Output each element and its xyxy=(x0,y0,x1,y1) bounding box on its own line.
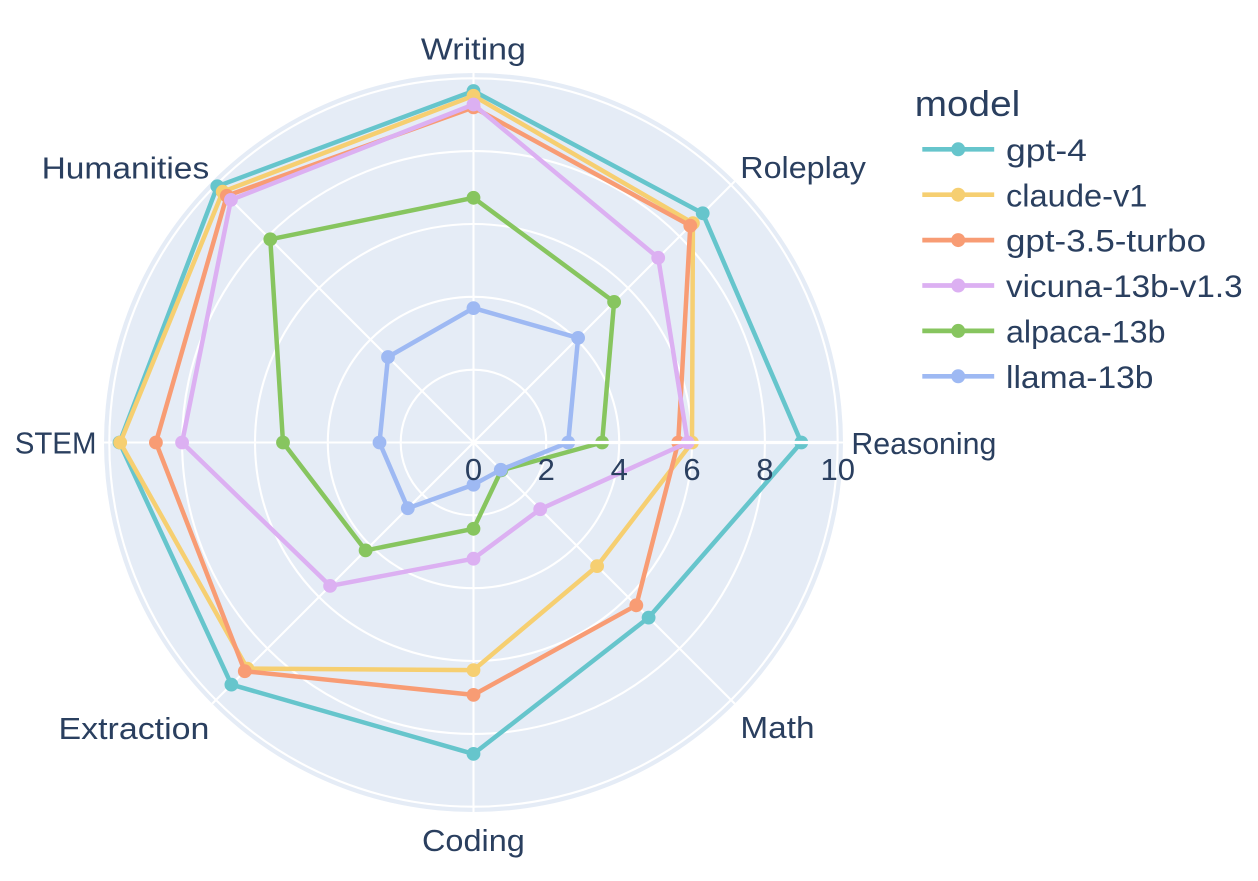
svg-text:10: 10 xyxy=(820,452,854,487)
svg-text:alpaca-13b: alpaca-13b xyxy=(1006,314,1166,350)
svg-text:gpt-4: gpt-4 xyxy=(1006,132,1087,168)
svg-text:Coding: Coding xyxy=(422,823,525,858)
svg-text:Roleplay: Roleplay xyxy=(740,150,866,185)
svg-text:llama-13b: llama-13b xyxy=(1006,359,1154,395)
svg-text:Writing: Writing xyxy=(421,31,526,66)
svg-text:gpt-3.5-turbo: gpt-3.5-turbo xyxy=(1006,223,1206,259)
svg-text:6: 6 xyxy=(683,452,700,487)
svg-text:2: 2 xyxy=(538,452,555,487)
svg-text:Extraction: Extraction xyxy=(59,711,210,746)
svg-text:4: 4 xyxy=(611,452,628,487)
svg-text:model: model xyxy=(915,83,1020,124)
svg-text:vicuna-13b-v1.3: vicuna-13b-v1.3 xyxy=(1006,268,1243,304)
svg-text:STEM: STEM xyxy=(15,426,97,461)
svg-text:Humanities: Humanities xyxy=(42,151,210,186)
svg-text:Math: Math xyxy=(740,710,814,745)
svg-text:Reasoning: Reasoning xyxy=(851,426,996,461)
svg-text:8: 8 xyxy=(756,452,773,487)
svg-text:claude-v1: claude-v1 xyxy=(1006,177,1147,213)
svg-text:0: 0 xyxy=(465,452,482,487)
